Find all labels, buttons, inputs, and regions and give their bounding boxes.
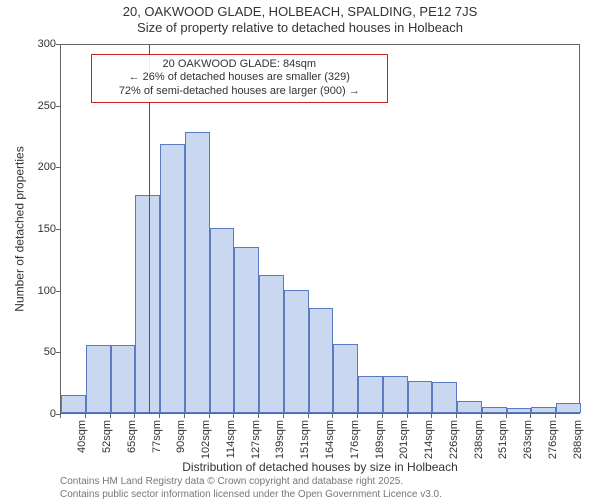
chart-title-block: 20, OAKWOOD GLADE, HOLBEACH, SPALDING, P… bbox=[0, 4, 600, 37]
y-tick-mark bbox=[56, 167, 61, 168]
x-ticks: 40sqm 52sqm 65sqm 77sqm 90sqm 102sqm 114sqm 127… bbox=[60, 414, 580, 464]
attribution-line1: Contains HM Land Registry data © Crown c… bbox=[60, 476, 580, 489]
histogram-plot: 20 OAKWOOD GLADE: 84sqm← 26% of detached… bbox=[60, 44, 580, 414]
annotation-line: ← 26% of detached houses are smaller (32… bbox=[98, 71, 381, 85]
x-tick-label: 276sqm bbox=[547, 420, 559, 460]
bar bbox=[432, 382, 457, 413]
bar bbox=[309, 308, 334, 413]
chart-title-line2: Size of property relative to detached ho… bbox=[0, 20, 600, 36]
annotation-line: 20 OAKWOOD GLADE: 84sqm bbox=[98, 58, 381, 72]
x-tick-mark bbox=[530, 413, 531, 418]
bar bbox=[383, 376, 408, 413]
bar bbox=[185, 132, 210, 413]
x-tick-mark bbox=[159, 413, 160, 418]
bar bbox=[531, 407, 556, 413]
x-axis-title: Distribution of detached houses by size … bbox=[60, 460, 580, 474]
x-tick-label: 164sqm bbox=[324, 420, 336, 460]
x-tick-label: 40sqm bbox=[76, 420, 88, 460]
annotation-box: 20 OAKWOOD GLADE: 84sqm← 26% of detached… bbox=[91, 54, 388, 103]
y-tick-label: 250 bbox=[16, 100, 56, 112]
x-tick-label: 77sqm bbox=[151, 420, 163, 460]
bar bbox=[507, 408, 532, 413]
y-ticks: 050100150200250300 bbox=[0, 44, 60, 414]
x-tick-label: 90sqm bbox=[175, 420, 187, 460]
y-tick-mark bbox=[56, 352, 61, 353]
annotation-line: 72% of semi-detached houses are larger (… bbox=[98, 85, 381, 99]
bar bbox=[482, 407, 507, 413]
x-tick-mark bbox=[283, 413, 284, 418]
x-tick-label: 65sqm bbox=[126, 420, 138, 460]
x-tick-mark bbox=[85, 413, 86, 418]
y-tick-mark bbox=[56, 44, 61, 45]
y-tick-label: 100 bbox=[16, 285, 56, 297]
bar bbox=[457, 401, 482, 413]
y-tick-label: 0 bbox=[16, 408, 56, 420]
x-tick-mark bbox=[110, 413, 111, 418]
y-tick-label: 50 bbox=[16, 346, 56, 358]
x-tick-label: 226sqm bbox=[448, 420, 460, 460]
bar bbox=[234, 247, 259, 414]
x-tick-mark bbox=[308, 413, 309, 418]
attribution: Contains HM Land Registry data © Crown c… bbox=[60, 476, 580, 501]
x-tick-label: 127sqm bbox=[250, 420, 262, 460]
x-tick-label: 263sqm bbox=[522, 420, 534, 460]
x-tick-mark bbox=[382, 413, 383, 418]
x-tick-label: 139sqm bbox=[274, 420, 286, 460]
bar bbox=[61, 395, 86, 414]
x-tick-label: 102sqm bbox=[200, 420, 212, 460]
x-tick-label: 238sqm bbox=[473, 420, 485, 460]
x-tick-mark bbox=[332, 413, 333, 418]
x-axis-title-text: Distribution of detached houses by size … bbox=[182, 460, 458, 474]
x-tick-mark bbox=[184, 413, 185, 418]
x-tick-mark bbox=[60, 413, 61, 418]
x-tick-label: 214sqm bbox=[423, 420, 435, 460]
y-tick-label: 150 bbox=[16, 223, 56, 235]
x-tick-mark bbox=[134, 413, 135, 418]
bar bbox=[259, 275, 284, 413]
x-tick-mark bbox=[555, 413, 556, 418]
y-tick-mark bbox=[56, 106, 61, 107]
x-tick-label: 189sqm bbox=[374, 420, 386, 460]
y-tick-mark bbox=[56, 229, 61, 230]
y-tick-mark bbox=[56, 291, 61, 292]
bar bbox=[284, 290, 309, 413]
x-tick-mark bbox=[209, 413, 210, 418]
bar bbox=[135, 195, 160, 413]
attribution-line2: Contains public sector information licen… bbox=[60, 489, 580, 501]
x-tick-label: 114sqm bbox=[225, 420, 237, 460]
bar bbox=[210, 228, 235, 413]
x-tick-label: 176sqm bbox=[349, 420, 361, 460]
x-tick-mark bbox=[407, 413, 408, 418]
x-tick-mark bbox=[431, 413, 432, 418]
chart-title-line1: 20, OAKWOOD GLADE, HOLBEACH, SPALDING, P… bbox=[0, 4, 600, 20]
bar bbox=[160, 144, 185, 413]
x-tick-mark bbox=[456, 413, 457, 418]
bar bbox=[408, 381, 433, 413]
y-tick-label: 300 bbox=[16, 38, 56, 50]
x-tick-label: 151sqm bbox=[299, 420, 311, 460]
x-tick-label: 52sqm bbox=[101, 420, 113, 460]
x-tick-mark bbox=[357, 413, 358, 418]
x-tick-label: 251sqm bbox=[497, 420, 509, 460]
x-tick-label: 288sqm bbox=[572, 420, 584, 460]
bar bbox=[333, 344, 358, 413]
bar bbox=[358, 376, 383, 413]
y-tick-label: 200 bbox=[16, 161, 56, 173]
x-tick-mark bbox=[258, 413, 259, 418]
x-tick-label: 201sqm bbox=[398, 420, 410, 460]
x-tick-mark bbox=[233, 413, 234, 418]
x-tick-mark bbox=[481, 413, 482, 418]
bar bbox=[556, 403, 581, 413]
bar bbox=[86, 345, 111, 413]
x-tick-mark bbox=[506, 413, 507, 418]
bar bbox=[111, 345, 136, 413]
